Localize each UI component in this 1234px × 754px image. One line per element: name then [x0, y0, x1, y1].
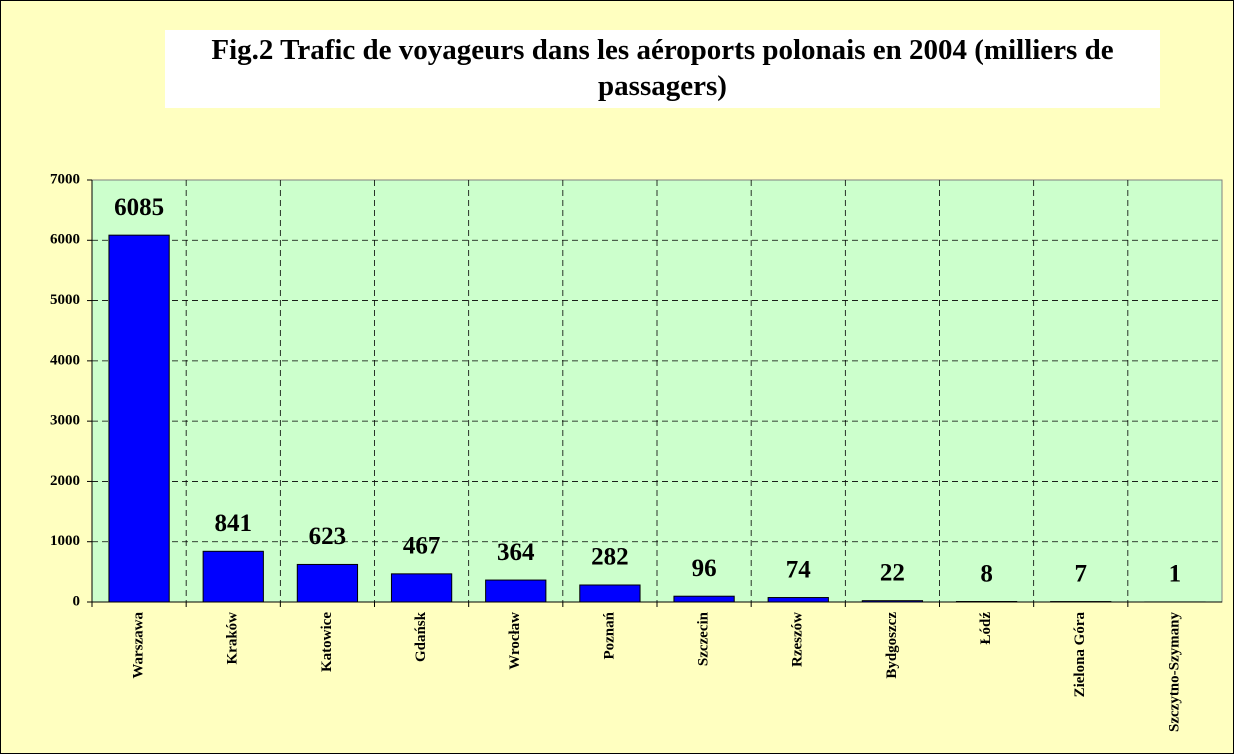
bar [296, 563, 359, 603]
value-label: 74 [786, 556, 812, 583]
x-tick-label: Szczytno-Szymany [1166, 612, 1182, 732]
y-tick-label: 4000 [50, 352, 80, 368]
bar [579, 584, 641, 603]
bar [390, 573, 453, 603]
x-tick-label: Zielona Góra [1072, 612, 1088, 698]
value-label: 1 [1169, 561, 1182, 588]
value-label: 623 [309, 523, 347, 550]
bar [767, 597, 829, 603]
x-tick-label: Rzeszów [790, 612, 806, 667]
x-tick-label: Wrocław [507, 612, 523, 670]
x-tick-label: Łódź [978, 612, 994, 645]
value-label: 6085 [114, 194, 164, 221]
bar [861, 600, 924, 603]
value-label: 22 [880, 559, 905, 586]
value-label: 7 [1075, 560, 1088, 587]
chart-title: Fig.2 Trafic de voyageurs dans les aérop… [165, 30, 1160, 108]
x-tick-label: Warszawa [131, 612, 147, 679]
value-label: 8 [980, 560, 993, 587]
x-tick-label: Poznań [601, 611, 617, 659]
bar [673, 595, 735, 603]
value-label: 282 [591, 544, 629, 571]
y-tick-label: 1000 [50, 533, 80, 549]
y-tick-label: 2000 [50, 473, 80, 489]
y-tick-label: 3000 [50, 413, 80, 429]
value-label: 96 [692, 555, 717, 582]
value-label: 364 [497, 539, 535, 566]
bar [108, 234, 170, 603]
bar [485, 579, 547, 603]
y-tick-label: 6000 [50, 232, 80, 248]
bar [202, 550, 264, 603]
y-tick-label: 5000 [50, 292, 80, 308]
x-tick-label: Bydgoszcz [884, 612, 900, 679]
x-tick-label: Kraków [225, 612, 241, 665]
x-tick-label: Szczecin [696, 611, 712, 666]
x-tick-label: Katowice [319, 612, 335, 672]
y-tick-label: 0 [73, 593, 81, 609]
x-tick-label: Gdańsk [413, 611, 429, 662]
y-tick-label: 7000 [50, 171, 80, 187]
value-label: 467 [403, 533, 441, 560]
value-label: 841 [215, 510, 253, 537]
